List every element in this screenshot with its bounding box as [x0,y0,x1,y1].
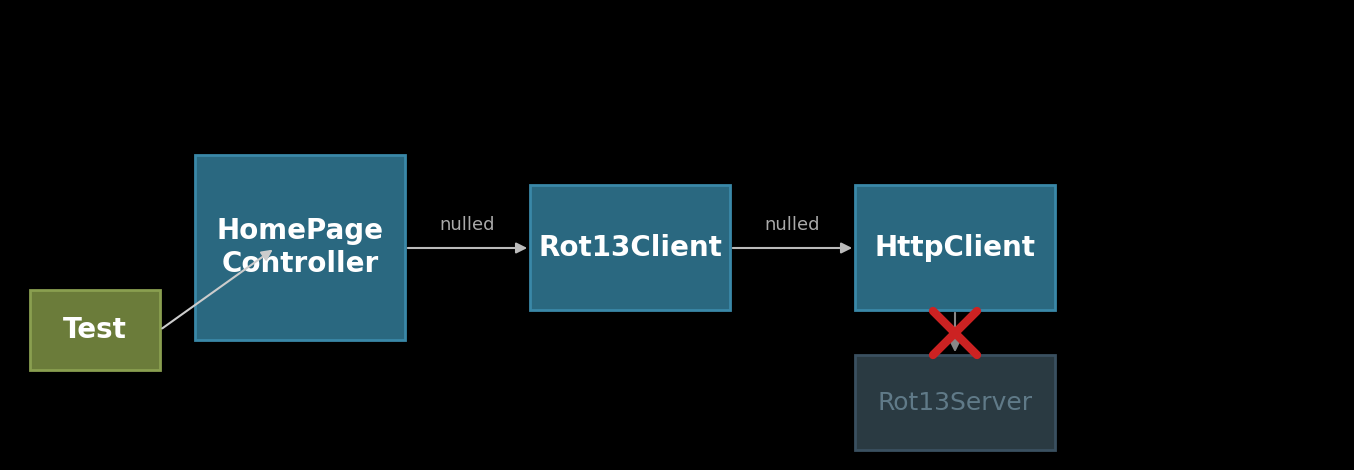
FancyBboxPatch shape [529,185,730,310]
FancyBboxPatch shape [854,355,1055,450]
FancyBboxPatch shape [195,155,405,340]
Text: Rot13Server: Rot13Server [877,391,1033,415]
Text: HttpClient: HttpClient [875,234,1036,261]
FancyBboxPatch shape [30,290,160,370]
FancyBboxPatch shape [854,185,1055,310]
Text: nulled: nulled [439,216,494,234]
Text: HomePage
Controller: HomePage Controller [217,217,383,278]
Text: Rot13Client: Rot13Client [538,234,722,261]
Text: nulled: nulled [764,216,819,234]
Text: Test: Test [64,316,127,344]
